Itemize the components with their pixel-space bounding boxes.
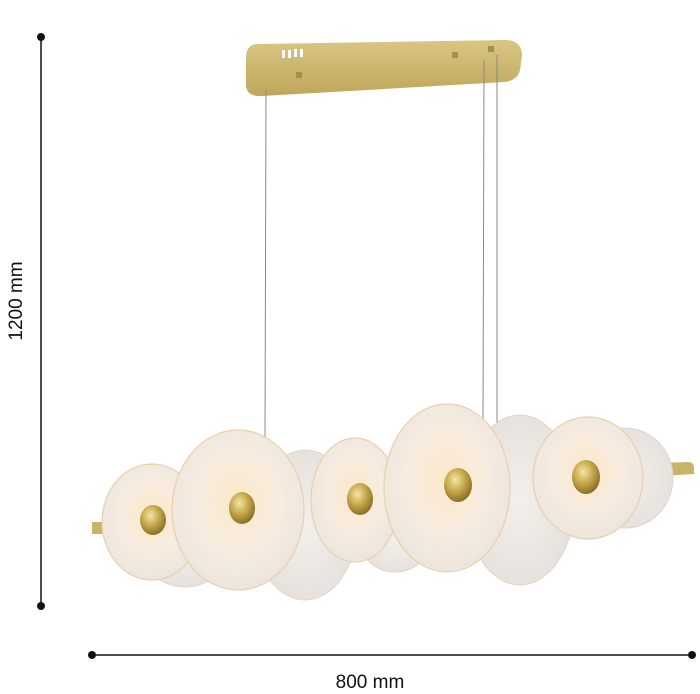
- width-dimension-line: [88, 651, 696, 659]
- width-label: 800 mm: [335, 672, 405, 693]
- brass-ball-caps: [140, 460, 600, 535]
- height-label: 1200 mm: [6, 261, 27, 341]
- height-dimension-line: [37, 33, 45, 610]
- ceiling-canopy: [246, 30, 522, 97]
- suspension-wires: [264, 55, 498, 441]
